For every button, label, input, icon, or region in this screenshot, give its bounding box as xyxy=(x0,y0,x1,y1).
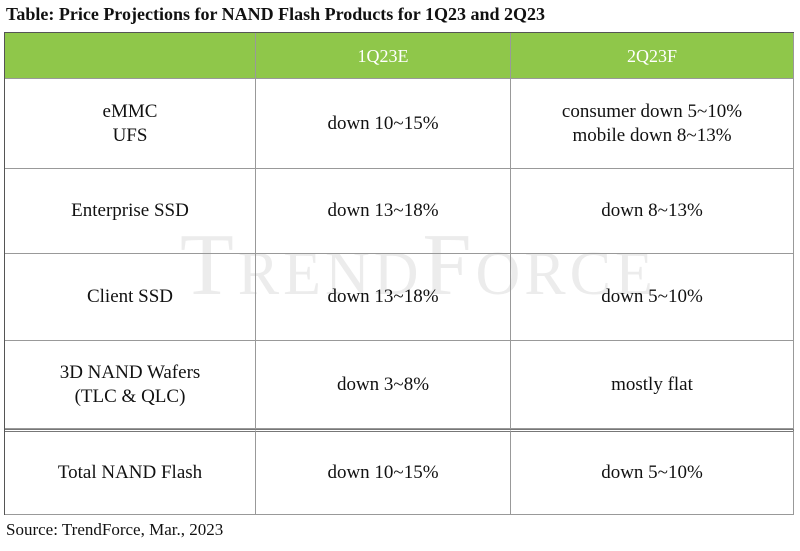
cell-text: 1Q23E xyxy=(357,45,409,66)
cell-text: 3D NAND Wafers xyxy=(59,361,201,383)
header-cell: 1Q23E xyxy=(256,33,511,79)
cell-text: mobile down 8~13% xyxy=(572,124,732,146)
cell-text: down 8~13% xyxy=(601,200,703,221)
cell: down 5~10% xyxy=(511,254,794,341)
cell: down 8~13% xyxy=(511,169,794,254)
cell-text: down 5~10% xyxy=(601,286,703,307)
cell-text: mostly flat xyxy=(611,373,693,395)
cell-text: down 10~15% xyxy=(327,462,439,483)
cell: down 13~18% xyxy=(256,169,511,254)
cell: down 5~10% xyxy=(511,429,794,515)
cell-text: UFS xyxy=(112,124,148,146)
header-cell: 2Q23F xyxy=(511,33,794,79)
cell: down 10~15% xyxy=(256,79,511,169)
cell-text: down 13~18% xyxy=(327,286,439,307)
watermark: TrendForce xyxy=(180,217,657,314)
cell-text: down 10~15% xyxy=(327,112,439,134)
header-cell xyxy=(5,33,256,79)
cell-text: Total NAND Flash xyxy=(57,462,203,483)
row-label: Total NAND Flash xyxy=(5,429,256,515)
cell-text: eMMC xyxy=(102,100,158,122)
row-label: Client SSD xyxy=(5,254,256,341)
table: 1Q23E 2Q23F eMMC UFS down 10~15% consumer dow… xyxy=(4,32,794,515)
cell-text: Enterprise SSD xyxy=(71,200,189,221)
cell: down 10~15% xyxy=(256,429,511,515)
cell: down 13~18% xyxy=(256,254,511,341)
cell: mostly flat xyxy=(511,341,794,429)
row-label: Enterprise SSD xyxy=(5,169,256,254)
cell-text: consumer down 5~10% xyxy=(561,100,743,122)
cell: consumer down 5~10% mobile down 8~13% xyxy=(511,79,794,169)
cell-text: Client SSD xyxy=(86,286,174,307)
cell-text: down 5~10% xyxy=(601,462,703,483)
cell: down 3~8% xyxy=(256,341,511,429)
cell-text: 2Q23F xyxy=(626,45,677,66)
cell-text: down 13~18% xyxy=(327,200,439,221)
cell-text: down 3~8% xyxy=(336,373,430,395)
cell-text: (TLC & QLC) xyxy=(74,385,186,407)
row-label: eMMC UFS xyxy=(5,79,256,169)
row-label: 3D NAND Wafers (TLC & QLC) xyxy=(5,341,256,429)
title: Table: Price Projections for NAND Flash … xyxy=(6,4,545,24)
source: Source: TrendForce, Mar., 2023 xyxy=(6,520,224,539)
